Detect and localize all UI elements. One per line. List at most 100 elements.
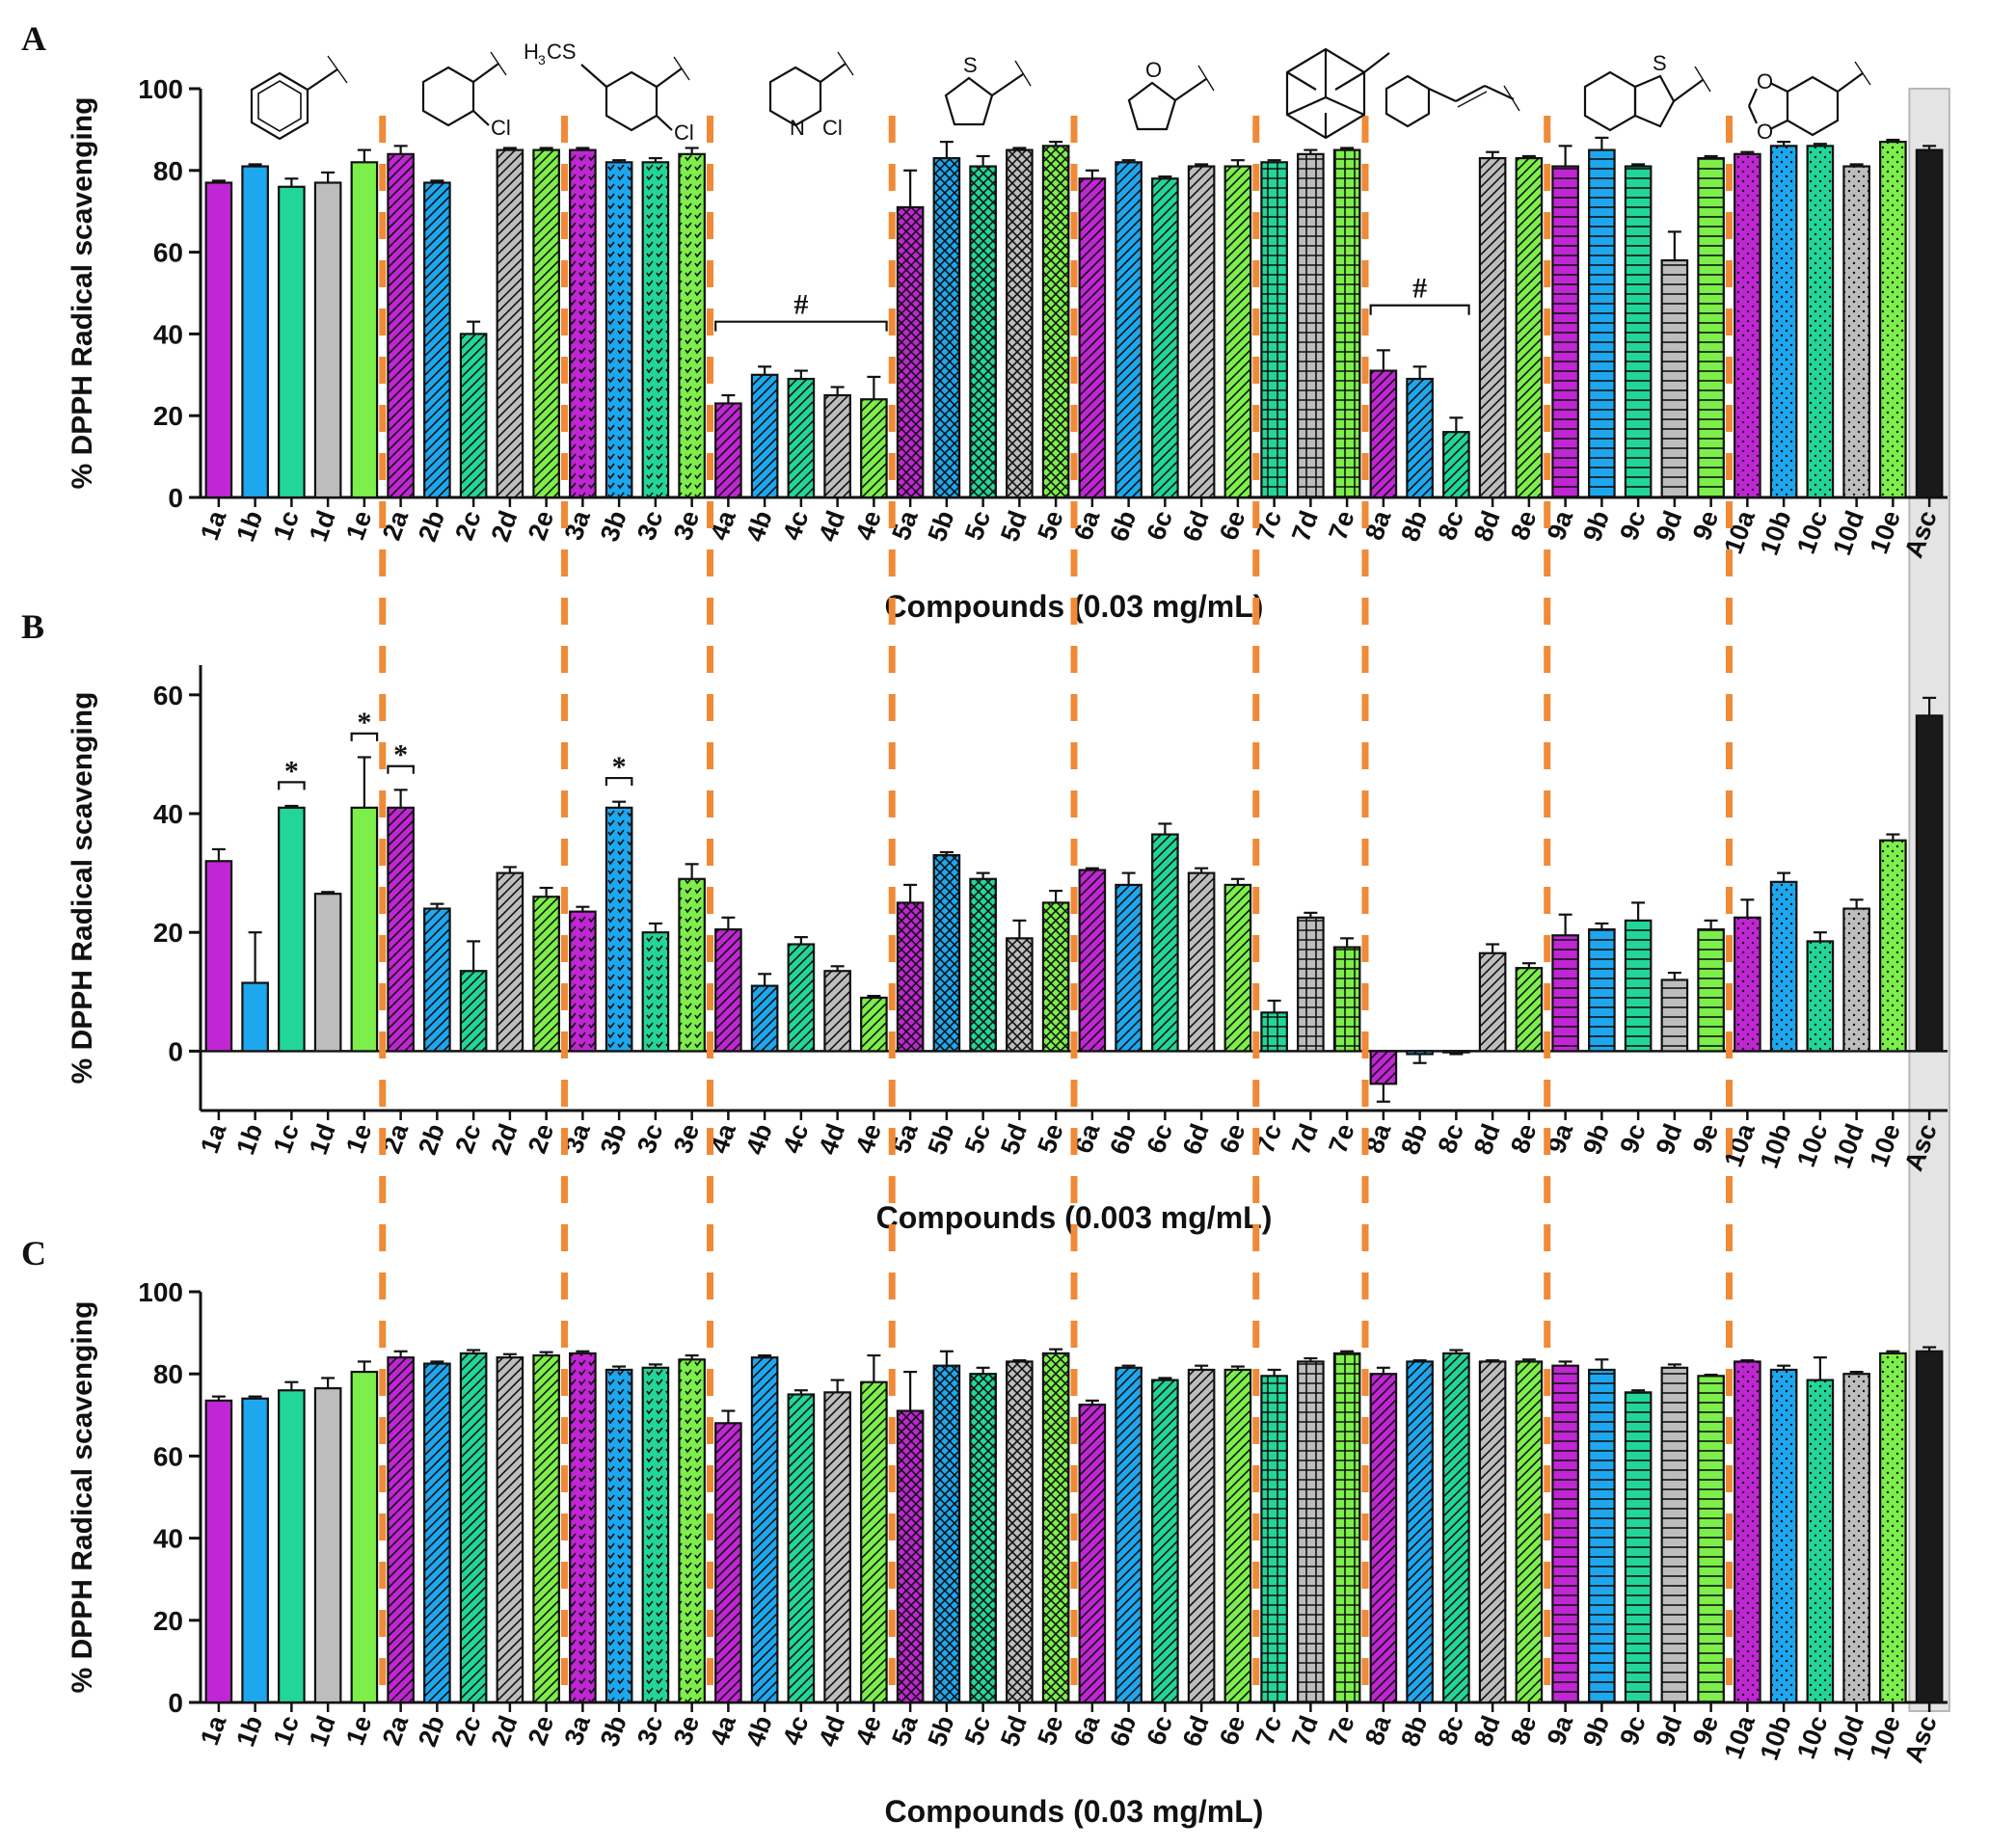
bar-9e [1697,928,1725,1053]
y-tick-label: 0 [168,483,183,513]
x-tick-label: 6c [1142,1712,1178,1749]
x-tick-label: 5e [1032,507,1068,544]
x-tick-label: 9c [1614,507,1651,544]
x-tick-label: 4b [740,507,778,546]
bar-8e [1515,967,1544,1053]
bar-7e [1332,946,1361,1053]
bar-6a [1078,177,1107,499]
x-tick-label: 5d [995,1120,1033,1159]
bar-3a [569,1352,597,1704]
x-tick-label: 3b [595,507,632,546]
structure-2-chlorophenyl: Cl [421,51,511,140]
bar-4b [750,373,779,499]
bar-6e [1223,883,1252,1053]
x-tick-label: 6b [1104,1120,1142,1159]
x-tick-label: 7c [1250,1712,1287,1749]
bar-5d [1006,937,1034,1053]
x-tick-label: 6e [1214,1120,1250,1157]
x-tick-label: 4a [705,1711,742,1749]
bar-5e [1041,1352,1070,1704]
x-tick-label: 8b [1395,1120,1433,1159]
x-tick-label: 9b [1577,507,1615,546]
bar-10d [1842,1373,1870,1704]
bar-1d [313,893,342,1053]
bar-8e [1515,156,1544,499]
y-tick-label: 100 [138,74,183,104]
bar-3a [569,148,597,499]
x-tick-label: 1e [340,1120,377,1157]
bar-4d [823,970,851,1053]
bar-6b [1115,1366,1142,1704]
structure-styryl [1384,74,1520,128]
x-tick-label: 5e [1032,1120,1068,1157]
x-tick-label: 6b [1104,1712,1142,1751]
panel-letter: A [21,19,46,58]
significance-bracket [1369,304,1470,315]
bar-6c [1151,1379,1179,1704]
x-tick-label: 4d [813,1712,850,1751]
y-tick-label: 20 [153,401,183,431]
bar-2b [423,1362,451,1704]
struct-label: N [790,116,805,140]
x-tick-label: 1d [304,1120,341,1159]
x-tick-label: 3c [632,1120,668,1157]
bar-6c [1151,177,1179,499]
x-tick-label: 8a [1359,1711,1397,1749]
struct-label: O [1757,69,1773,94]
x-tick-label: 10c [1791,1712,1834,1763]
bar-1b [241,165,269,499]
x-tick-label: 9e [1687,1712,1724,1749]
x-tick-label: 10d [1827,507,1869,559]
bar-6b [1115,161,1142,499]
bar-3b [605,1368,633,1704]
bar-6a [1078,1404,1107,1704]
x-tick-label: Asc [1899,1712,1943,1767]
x-tick-label: 6c [1142,1120,1178,1157]
significance-bracket [714,320,888,332]
bar-4e [860,398,888,499]
x-tick-label: 3a [559,1711,597,1749]
bar-1e [350,806,379,1053]
bar-3b [605,806,633,1053]
x-tick-label: 8d [1468,1120,1506,1159]
x-tick-label: 7e [1323,1120,1359,1157]
y-tick-label: 60 [153,1441,183,1471]
x-tick-label: 5c [959,507,996,544]
significance-mark: * [357,707,371,738]
x-tick-label: 2e [523,1712,559,1749]
bar-9b [1588,148,1616,499]
bar-Asc [1915,1350,1944,1704]
bar-2c [459,1352,488,1704]
x-tick-label: 5d [995,507,1033,546]
bar-6a [1078,869,1107,1053]
struct-label: S [1653,51,1667,75]
bar-10e [1879,141,1907,499]
bar-4c [787,1393,816,1704]
structure-methylthio-chlorophenyl: Cl H 3 CS [524,40,694,145]
bar-Asc [1915,714,1944,1053]
bar-4b [750,1356,779,1704]
bar-2c [459,970,488,1053]
significance-bracket [278,781,306,790]
bar-6d [1187,871,1216,1053]
significance-bracket [387,764,415,774]
bar-7c [1260,1011,1288,1053]
x-tick-label: 4b [740,1120,778,1159]
panel-C: C 0 20 40 60 80 100 % DPPH Radical scavenging Co… [21,1234,1948,1829]
bar-3e [678,877,706,1053]
bar-3c [641,931,670,1053]
bar-10a [1734,1360,1761,1704]
bar-4e [860,996,888,1053]
bar-1a [204,1399,233,1704]
significance-bracket [605,776,633,787]
x-tick-label: 4e [850,1712,887,1749]
x-tick-label: 1c [268,1120,305,1157]
bar-5b [932,156,961,499]
bar-9d [1660,1366,1689,1704]
bar-10c [1806,1379,1835,1704]
bar-4a [714,928,742,1053]
x-tick-label: 4e [850,1120,887,1157]
